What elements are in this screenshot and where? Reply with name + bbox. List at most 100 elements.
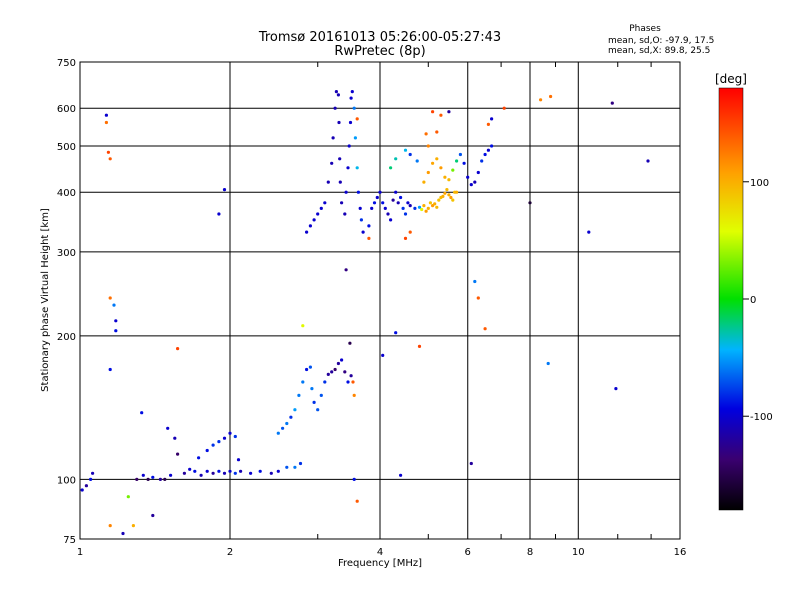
data-point xyxy=(359,218,363,222)
data-point xyxy=(188,467,192,471)
data-point xyxy=(646,159,650,163)
data-point xyxy=(104,113,108,117)
data-point xyxy=(326,180,330,184)
data-point xyxy=(483,327,487,331)
data-point xyxy=(217,212,221,216)
data-point xyxy=(403,212,408,216)
data-point xyxy=(112,303,116,307)
x-tick-label: 6 xyxy=(465,547,471,558)
data-point xyxy=(587,230,591,234)
data-point xyxy=(451,198,455,202)
data-point xyxy=(367,236,371,240)
x-tick-label: 8 xyxy=(527,547,533,558)
x-axis-label: Frequency [MHz] xyxy=(338,558,422,569)
data-point xyxy=(176,452,180,456)
x-tick-label: 4 xyxy=(377,547,383,558)
data-point xyxy=(316,212,320,216)
data-point xyxy=(381,353,385,357)
data-point xyxy=(163,477,167,481)
data-point xyxy=(439,166,443,170)
data-point xyxy=(276,431,280,435)
data-point xyxy=(408,152,412,157)
data-point xyxy=(131,524,135,528)
data-point xyxy=(333,367,337,372)
data-point xyxy=(490,144,494,148)
data-point xyxy=(108,157,112,161)
data-point xyxy=(319,393,323,397)
data-point xyxy=(108,524,112,528)
data-point xyxy=(276,469,280,473)
data-point xyxy=(308,365,312,369)
data-point xyxy=(447,193,451,197)
data-point xyxy=(546,361,550,366)
data-point xyxy=(319,206,323,210)
data-point xyxy=(435,130,439,134)
colorbar xyxy=(718,87,744,511)
data-point xyxy=(367,224,371,228)
data-point xyxy=(344,268,348,272)
data-point xyxy=(222,471,227,475)
data-point xyxy=(340,358,344,362)
data-point xyxy=(333,106,337,110)
data-point xyxy=(233,434,237,439)
phase-stats-x: mean, sd,X: 89.8, 25.5 xyxy=(608,46,710,56)
colorbar-ticks: 100 0 -100 xyxy=(743,178,773,423)
data-point xyxy=(330,161,334,165)
data-point xyxy=(114,319,118,323)
data-point xyxy=(336,93,340,97)
data-point xyxy=(473,180,477,184)
data-point xyxy=(104,120,108,125)
data-point xyxy=(337,120,341,125)
data-point xyxy=(193,469,197,473)
chart-subtitle: RwPretec (8p) xyxy=(334,44,425,59)
data-point xyxy=(426,144,430,148)
data-point xyxy=(344,190,348,194)
data-point xyxy=(614,387,618,391)
data-point xyxy=(462,161,466,165)
data-point xyxy=(298,461,303,466)
data-point xyxy=(301,380,305,384)
chart-title: Tromsø 20161013 05:26:00-05:27:43 xyxy=(258,30,501,45)
data-point xyxy=(228,469,232,473)
data-point xyxy=(146,477,150,481)
data-point xyxy=(151,475,155,479)
data-point xyxy=(610,101,614,105)
x-tick-label: 1 xyxy=(77,547,83,558)
data-point xyxy=(249,471,253,475)
data-point xyxy=(389,218,393,222)
data-point xyxy=(415,159,419,163)
data-point xyxy=(490,117,494,121)
data-point xyxy=(126,495,130,499)
data-point xyxy=(350,90,354,94)
data-point xyxy=(347,144,351,148)
data-point xyxy=(441,194,445,198)
data-point xyxy=(399,195,403,200)
data-point xyxy=(228,431,232,435)
data-point xyxy=(222,436,227,440)
data-point xyxy=(378,190,382,194)
data-point xyxy=(422,204,426,208)
colorbar-label: [deg] xyxy=(715,72,747,86)
data-point xyxy=(346,380,350,384)
data-point xyxy=(340,201,344,205)
data-point xyxy=(469,183,473,187)
data-point xyxy=(334,90,338,94)
data-point xyxy=(424,209,428,213)
data-point xyxy=(91,471,95,475)
data-point xyxy=(401,206,405,210)
data-point xyxy=(417,205,422,209)
data-point xyxy=(413,206,417,210)
data-point xyxy=(297,393,301,397)
data-point xyxy=(422,180,426,184)
data-point xyxy=(389,166,393,170)
data-point xyxy=(89,477,93,481)
data-point xyxy=(451,168,455,172)
phases-header: Phases xyxy=(629,24,661,34)
colorbar-tick-label: 100 xyxy=(750,178,769,189)
data-point xyxy=(217,469,221,473)
data-point xyxy=(372,201,377,205)
data-point xyxy=(435,205,439,209)
data-point xyxy=(428,201,432,205)
data-point xyxy=(396,201,400,205)
